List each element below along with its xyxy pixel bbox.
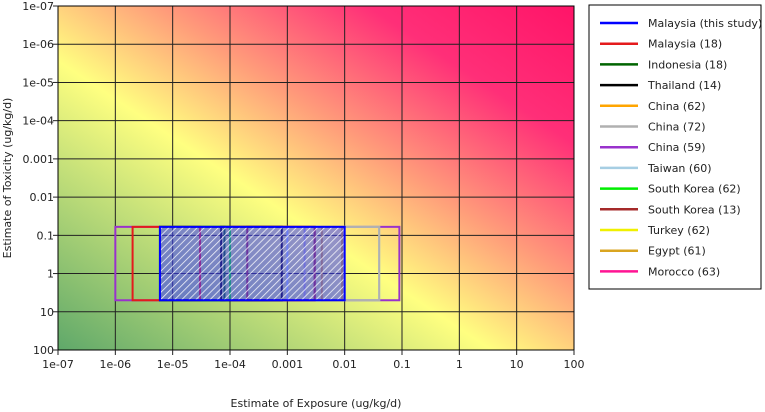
y-tick-label: 0.01 <box>30 191 55 204</box>
legend-item-china-59: China (59) <box>600 141 706 154</box>
legend-label: South Korea (62) <box>648 183 741 196</box>
y-tick-label: 1e-05 <box>22 76 54 89</box>
legend-item-egypt-61: Egypt (61) <box>600 245 706 258</box>
x-tick-label: 1e-05 <box>157 358 189 371</box>
y-tick-label: 0.1 <box>37 229 55 242</box>
legend: Malaysia (this study) Malaysia (18) Indone… <box>600 17 762 278</box>
legend-label: China (62) <box>648 100 706 113</box>
y-tick-label: 1e-06 <box>22 38 54 51</box>
legend-item-south-korea-62: South Korea (62) <box>600 183 741 196</box>
legend-label: Egypt (61) <box>648 245 706 258</box>
x-axis-label: Estimate of Exposure (ug/kg/d) <box>231 397 402 410</box>
x-tick-label: 0.01 <box>332 358 357 371</box>
legend-label: Malaysia (this study) <box>648 17 762 30</box>
legend-label: Turkey (62) <box>647 224 710 237</box>
legend-label: Malaysia (18) <box>648 38 722 51</box>
x-tick-label: 0.1 <box>393 358 411 371</box>
x-tick-label: 10 <box>510 358 524 371</box>
legend-item-thailand-14: Thailand (14) <box>600 79 721 92</box>
legend-label: South Korea (13) <box>648 203 741 216</box>
x-tick-label: 1e-04 <box>214 358 246 371</box>
legend-item-china-62: China (62) <box>600 100 706 113</box>
legend-label: Thailand (14) <box>647 79 721 92</box>
y-tick-label: 0.001 <box>23 153 55 166</box>
legend-label: China (72) <box>648 121 706 134</box>
series-boxes <box>114 225 401 302</box>
legend-label: Taiwan (60) <box>647 162 711 175</box>
legend-item-south-korea-13: South Korea (13) <box>600 203 741 216</box>
y-tick-labels: 1e-07 1e-06 1e-05 1e-04 0.001 0.01 0.1 1 10 100 <box>22 0 58 357</box>
x-tick-label: 1e-06 <box>99 358 131 371</box>
legend-item-china-72: China (72) <box>600 121 706 134</box>
legend-item-turkey-62: Turkey (62) <box>600 224 710 237</box>
legend-item-malaysia-this-study: Malaysia (this study) <box>600 17 762 30</box>
legend-item-indonesia-18: Indonesia (18) <box>600 58 727 71</box>
legend-item-malaysia-18: Malaysia (18) <box>600 38 722 51</box>
y-tick-label: 100 <box>33 344 54 357</box>
x-tick-label: 100 <box>564 358 585 371</box>
x-tick-label: 0.001 <box>272 358 304 371</box>
x-tick-label: 1e-07 <box>42 358 74 371</box>
x-tick-labels: 1e-07 1e-06 1e-05 1e-04 0.001 0.01 0.1 1 10 100 <box>42 350 585 371</box>
legend-label: Indonesia (18) <box>648 58 727 71</box>
y-tick-label: 1 <box>47 268 54 281</box>
y-axis-label: Estimate of Toxicity (ug/kg/d) <box>1 98 14 259</box>
plot-frame <box>57 5 575 351</box>
legend-label: China (59) <box>648 141 706 154</box>
box-malaysia-this-study <box>158 225 346 302</box>
y-tick-label: 10 <box>40 306 54 319</box>
y-tick-label: 1e-04 <box>22 115 54 128</box>
y-tick-label: 1e-07 <box>22 0 54 13</box>
x-tick-label: 1 <box>456 358 463 371</box>
legend-label: Morocco (63) <box>648 265 720 278</box>
legend-item-morocco-63: Morocco (63) <box>600 265 720 278</box>
legend-item-taiwan-60: Taiwan (60) <box>600 162 711 175</box>
